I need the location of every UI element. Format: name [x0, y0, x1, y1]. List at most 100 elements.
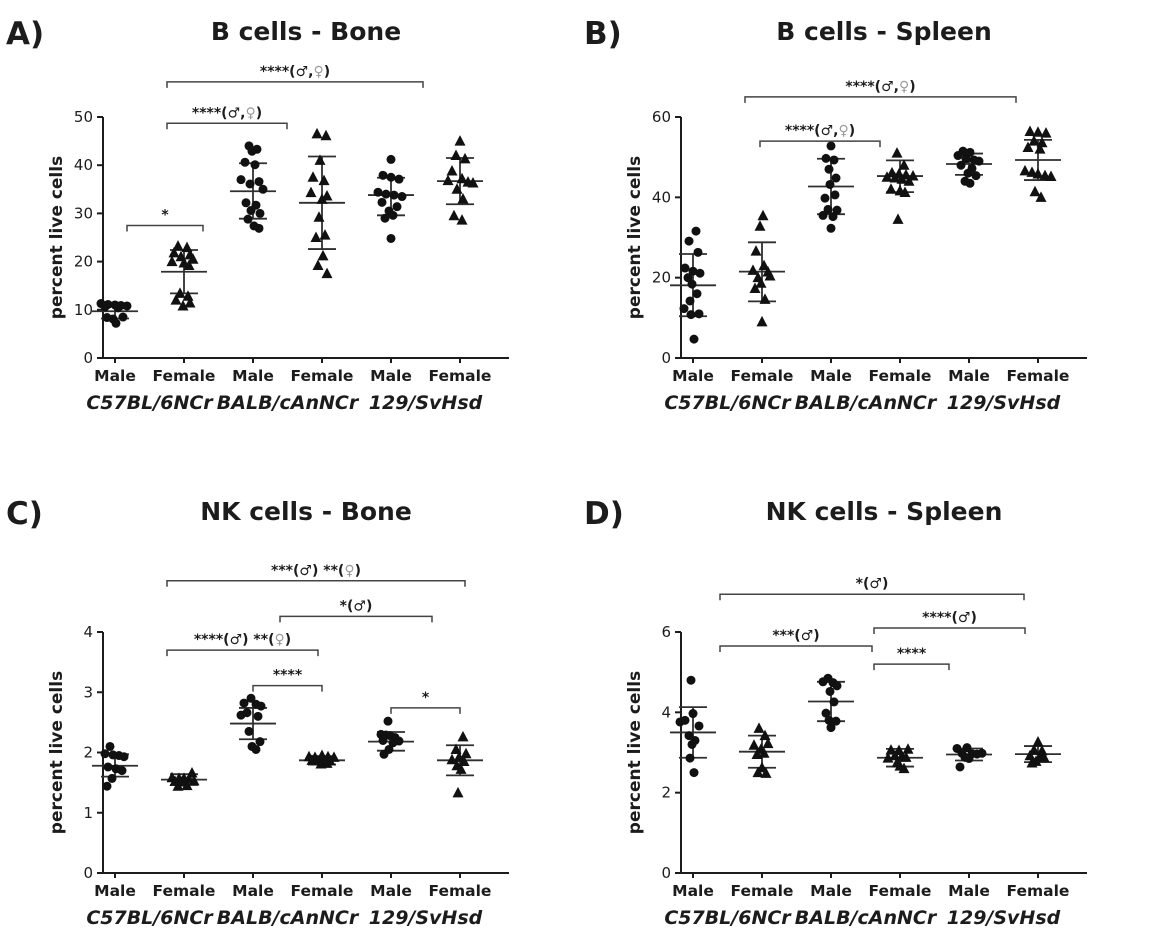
data-point-circle: [239, 698, 249, 708]
sex-label: Male: [370, 882, 412, 900]
asterisk-text: (: [338, 563, 344, 579]
asterisk-text: *: [207, 105, 215, 121]
group-129SvHsd-male: [946, 146, 992, 188]
female-symbol: ♀: [899, 79, 909, 95]
data-point-circle: [378, 735, 388, 745]
data-point-circle: [388, 738, 398, 748]
data-point-circle: [825, 179, 835, 189]
male-symbol: ♂: [958, 610, 971, 626]
data-point-circle: [820, 193, 830, 203]
data-point-circle: [253, 711, 263, 721]
data-point-circle: [693, 247, 703, 257]
data-point-circle: [826, 223, 836, 233]
sex-label: Male: [370, 367, 412, 385]
data-point-circle: [826, 723, 836, 733]
significance-bracket: [719, 645, 873, 653]
data-point-triangle: [312, 259, 324, 270]
data-point-triangle: [750, 245, 762, 256]
data-point-circle: [953, 151, 963, 161]
asterisk-text: *: [785, 123, 793, 139]
significance-label: ****(♂,♀): [260, 64, 330, 80]
sex-label: Female: [291, 367, 354, 385]
data-point-triangle: [172, 240, 184, 251]
asterisk-text: (: [289, 64, 295, 80]
data-point-triangle: [168, 246, 180, 258]
data-point-triangle: [448, 209, 460, 221]
male-symbol: ♂: [353, 598, 366, 614]
data-point-triangle: [450, 149, 462, 161]
data-point-circle: [105, 741, 115, 751]
data-point-circle: [378, 170, 388, 180]
data-point-triangle: [310, 231, 322, 242]
asterisk-text: *: [845, 79, 853, 95]
data-point-triangle: [1028, 135, 1040, 146]
asterisk-text: *: [856, 576, 864, 592]
asterisk-text: ,: [240, 105, 245, 121]
data-point-triangle: [459, 152, 471, 164]
data-point-triangle: [305, 186, 317, 198]
group-129SvHsd-female: [437, 730, 483, 798]
group-BALBcAnNCr-female: [877, 743, 923, 774]
data-point-triangle: [762, 737, 774, 749]
asterisk-text: *: [286, 563, 294, 579]
data-point-circle: [684, 236, 694, 246]
data-point-triangle: [756, 315, 768, 327]
data-point-circle: [383, 716, 393, 726]
data-point-circle: [688, 266, 698, 276]
panel-c: C) NK cells - Bone 0 1 2 3 4 percent live cells…: [0, 480, 578, 928]
asterisk-text: *: [161, 207, 169, 223]
group-129SvHsd-female: [1015, 125, 1061, 202]
data-point-circle: [824, 164, 834, 174]
data-point-triangle: [442, 174, 454, 186]
data-point-triangle: [181, 779, 193, 791]
data-point-triangle: [764, 270, 776, 281]
data-point-triangle: [182, 290, 194, 301]
asterisk-text: *: [199, 105, 207, 121]
data-point-circle: [830, 190, 840, 200]
data-point-triangle: [1024, 749, 1036, 761]
y-tick-label: 30: [74, 204, 93, 222]
data-point-triangle: [752, 766, 764, 778]
significance-bracket: [719, 593, 1025, 601]
asterisk-text: (: [347, 598, 353, 614]
asterisk-text: *: [260, 64, 268, 80]
significance-bracket: [126, 224, 204, 232]
data-point-circle: [824, 715, 834, 725]
data-point-triangle: [1024, 125, 1036, 136]
data-point-circle: [972, 749, 982, 759]
data-point-triangle: [1040, 127, 1052, 138]
data-point-circle: [689, 334, 699, 344]
data-point-circle: [965, 147, 975, 157]
sex-label: Male: [948, 882, 990, 900]
y-tick-label: 20: [74, 253, 93, 271]
asterisk-text: *: [253, 632, 261, 648]
asterisk-text: *: [288, 668, 296, 684]
data-point-triangle: [892, 213, 904, 224]
data-point-triangle: [313, 211, 325, 222]
asterisk-text: *: [295, 668, 303, 684]
significance-label: ****(♂) **(♀): [194, 632, 291, 648]
group-129SvHsd-female: [437, 135, 483, 225]
group-129SvHsd-male: [368, 716, 414, 759]
group-BALBcAnNCr-female: [299, 127, 345, 279]
y-tick-label: 6: [661, 623, 671, 641]
data-point-circle: [686, 310, 696, 320]
group-C57BL6NCr-male: [670, 675, 716, 778]
asterisk-text: *: [929, 610, 937, 626]
asterisk-text: ,: [833, 123, 838, 139]
asterisk-text: (: [794, 628, 800, 644]
data-point-circle: [246, 693, 256, 703]
group-129SvHsd-female: [1015, 736, 1061, 768]
asterisk-text: *: [323, 563, 331, 579]
asterisk-text: ): [882, 576, 888, 592]
data-point-triangle: [1038, 751, 1050, 762]
sex-label: Female: [429, 367, 492, 385]
data-point-triangle: [1032, 126, 1044, 137]
asterisk-text: *: [853, 79, 861, 95]
data-point-circle: [823, 204, 833, 214]
asterisk-text: *: [194, 632, 202, 648]
data-point-circle: [254, 223, 264, 233]
strain-label: 129/SvHsd: [369, 907, 483, 928]
significance-bracket: [873, 627, 1026, 634]
y-axis-title: percent live cells: [47, 671, 67, 834]
